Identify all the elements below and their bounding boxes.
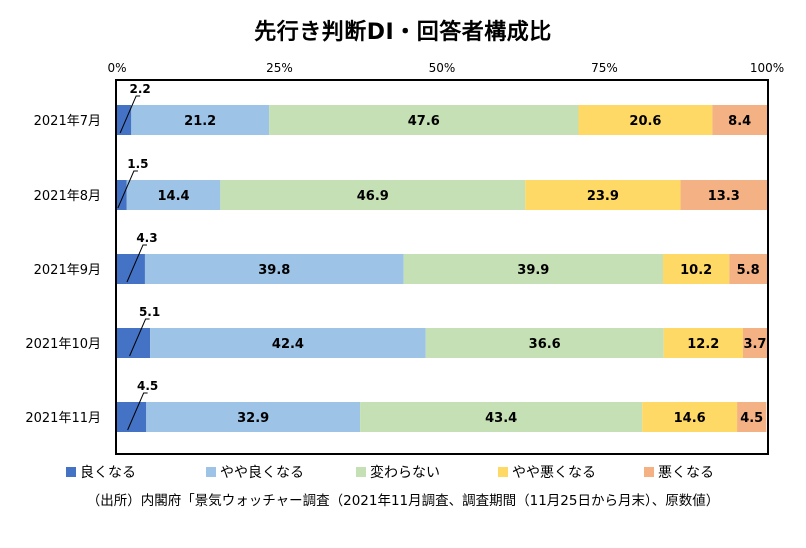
bar-segment	[712, 105, 767, 135]
leader-line	[129, 318, 150, 357]
bar-segment	[131, 105, 270, 135]
bar-segment	[269, 105, 579, 135]
bar-segment	[680, 180, 767, 210]
bar-segment	[663, 254, 730, 284]
plot-frame	[115, 79, 769, 455]
bar-segment	[525, 180, 681, 210]
data-label: 13.3	[708, 189, 740, 204]
x-tick-label: 0%	[107, 61, 126, 75]
leader-line	[119, 95, 141, 134]
bar-segment	[742, 328, 767, 358]
bar-segment	[117, 402, 147, 432]
data-label: 23.9	[587, 189, 619, 204]
data-label: 4.5	[137, 379, 158, 393]
bar-segment	[578, 105, 713, 135]
legend-item: やや悪くなる	[498, 462, 596, 482]
bar-segment	[425, 328, 664, 358]
x-tick-label: 100%	[750, 61, 784, 75]
bar-segment	[126, 180, 221, 210]
bar-segment	[117, 180, 127, 210]
leader-line	[117, 170, 138, 209]
legend-swatch	[498, 467, 508, 477]
leader-line	[127, 392, 148, 431]
legend-label: 良くなる	[80, 465, 136, 481]
x-tick-label: 25%	[266, 61, 293, 75]
data-label: 12.2	[687, 337, 719, 352]
legend-swatch	[66, 467, 76, 477]
legend-item: 良くなる	[66, 462, 136, 482]
category-label: 2021年10月	[25, 337, 101, 352]
legend-label: やや悪くなる	[512, 465, 596, 481]
data-label: 1.5	[127, 157, 148, 171]
data-label: 47.6	[408, 114, 440, 129]
legend-label: 変わらない	[370, 465, 440, 481]
leader-line	[126, 244, 147, 283]
bar-segment	[403, 254, 663, 284]
bar-segment	[117, 254, 145, 284]
legend-swatch	[206, 467, 216, 477]
data-label: 14.6	[674, 411, 706, 426]
data-label: 42.4	[272, 337, 304, 352]
data-label: 39.9	[517, 263, 549, 278]
category-label: 2021年11月	[25, 411, 101, 426]
category-label: 2021年9月	[34, 263, 101, 278]
legend-item: やや良くなる	[206, 462, 304, 482]
x-tick-label: 50%	[429, 61, 456, 75]
source-note: （出所）内閣府「景気ウォッチャー調査（2021年11月調査、調査期間（11月25…	[86, 493, 720, 509]
data-label: 3.7	[743, 337, 766, 352]
data-label: 5.8	[737, 263, 760, 278]
bar-segment	[150, 328, 426, 358]
data-label: 39.8	[258, 263, 290, 278]
data-label: 46.9	[357, 189, 389, 204]
legend-label: 悪くなる	[658, 465, 714, 481]
bar-segment	[144, 254, 404, 284]
bar-segment	[360, 402, 643, 432]
legend-item: 変わらない	[356, 462, 440, 482]
data-label: 14.4	[158, 189, 190, 204]
data-label: 20.6	[629, 114, 661, 129]
legend-label: やや良くなる	[220, 465, 304, 481]
category-label: 2021年8月	[34, 189, 101, 204]
data-label: 4.5	[740, 411, 763, 426]
bar-segment	[729, 254, 767, 284]
bar-segment	[737, 402, 767, 432]
data-label: 8.4	[728, 114, 751, 129]
bar-segment	[220, 180, 526, 210]
chart-title: 先行き判断DI・回答者構成比	[254, 20, 552, 45]
legend-swatch	[644, 467, 654, 477]
data-label: 21.2	[184, 114, 216, 129]
legend: 良くなる やや良くなる 変わらない やや悪くなる 悪くなる	[66, 462, 786, 484]
data-label: 36.6	[529, 337, 561, 352]
data-label: 2.2	[130, 82, 151, 96]
bar-segment	[117, 105, 132, 135]
bar-segment	[642, 402, 738, 432]
legend-swatch	[356, 467, 366, 477]
bar-segment	[117, 328, 151, 358]
data-label: 5.1	[139, 305, 160, 319]
data-label: 4.3	[136, 231, 157, 245]
bar-segment	[663, 328, 743, 358]
bar-segment	[146, 402, 361, 432]
legend-item: 悪くなる	[644, 462, 714, 482]
data-label: 32.9	[237, 411, 269, 426]
data-label: 10.2	[680, 263, 712, 278]
x-tick-label: 75%	[591, 61, 618, 75]
category-label: 2021年7月	[34, 114, 101, 129]
data-label: 43.4	[485, 411, 517, 426]
